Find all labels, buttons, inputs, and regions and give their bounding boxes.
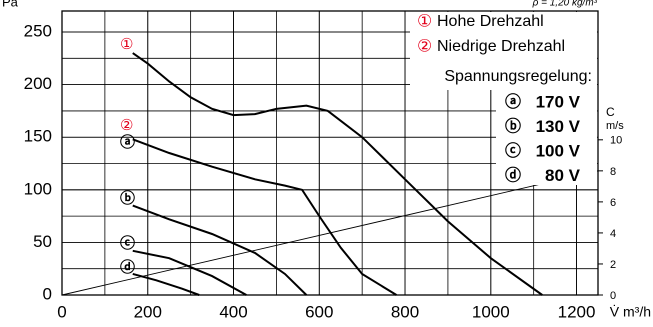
- y2-tick-label: 2: [610, 259, 616, 271]
- x-tick-label: 0: [57, 302, 66, 321]
- legend-text: 130 V: [536, 117, 581, 136]
- legend-text: 100 V: [536, 141, 581, 160]
- x-tick-label: 200: [134, 302, 162, 321]
- y-tick-label: 0: [43, 284, 52, 303]
- y2-tick-label: 8: [610, 166, 616, 178]
- legend-symbol: ⓑ: [505, 117, 521, 136]
- y-tick-label: 200: [24, 74, 52, 93]
- y-tick-label: 150: [24, 127, 52, 146]
- fan-curve: [132, 138, 397, 296]
- fan-curve: [132, 272, 200, 296]
- curve-label: ⓒ: [120, 234, 135, 252]
- y-tick-label: 250: [24, 22, 52, 41]
- labels: 0 200 400 600 800 1000 1200 0 50 100 150 200 250 0 2 4 6…: [2, 0, 651, 321]
- legend-symbol: ①: [417, 11, 432, 30]
- velocity-line: [61, 170, 599, 296]
- legend-symbol: ⓓ: [505, 166, 521, 185]
- y-tick-label: 100: [24, 179, 52, 198]
- x-tick-label: 600: [305, 302, 333, 321]
- x-tick-label: 400: [219, 302, 247, 321]
- y-axis-label: Pa: [2, 0, 19, 9]
- curve-label: ⓑ: [120, 189, 135, 207]
- legend-text: Niedrige Drehzahl: [437, 38, 565, 55]
- fan-curve: [132, 204, 308, 296]
- legend-text: Hohe Drehzahl: [437, 13, 544, 30]
- y2-tick-label: 0: [610, 290, 616, 302]
- note: ρ = 1,20 kg/m³: [532, 0, 598, 9]
- legend-symbol: ②: [417, 36, 432, 55]
- legend-symbol: ⓐ: [505, 92, 521, 111]
- curve-label: ②: [120, 117, 133, 134]
- legend-symbol: ⓒ: [505, 141, 521, 160]
- fan-curve: [132, 52, 543, 296]
- y-tick-label: 50: [33, 232, 52, 251]
- y2-tick-label: 10: [610, 135, 622, 147]
- curve-label: ⓐ: [120, 133, 135, 151]
- fan-curve: [132, 249, 247, 296]
- y2-tick-label: 4: [610, 228, 616, 240]
- legend-box: [410, 12, 597, 185]
- legend-heading: Spannungsregelung:: [444, 68, 592, 85]
- plot-frame: [61, 10, 599, 296]
- x-tick-label: 800: [391, 302, 419, 321]
- legend-text: 80 V: [545, 166, 581, 185]
- curves: [61, 52, 599, 296]
- x-tick-label: 1000: [472, 302, 510, 321]
- legend-text: 170 V: [536, 92, 581, 111]
- y2-unit: m/s: [606, 120, 624, 132]
- y2-tick-label: 6: [610, 197, 616, 209]
- y2-axis-label: C: [606, 105, 615, 119]
- curve-label: ①: [120, 36, 133, 53]
- legend: ① Hohe Drehzahl ② Niedrige Drehzahl Spannung…: [410, 11, 597, 185]
- curve-label: ⓓ: [120, 258, 135, 276]
- x-axis-label: V̇ m³/h: [610, 304, 651, 320]
- x-tick-label: 1200: [558, 302, 596, 321]
